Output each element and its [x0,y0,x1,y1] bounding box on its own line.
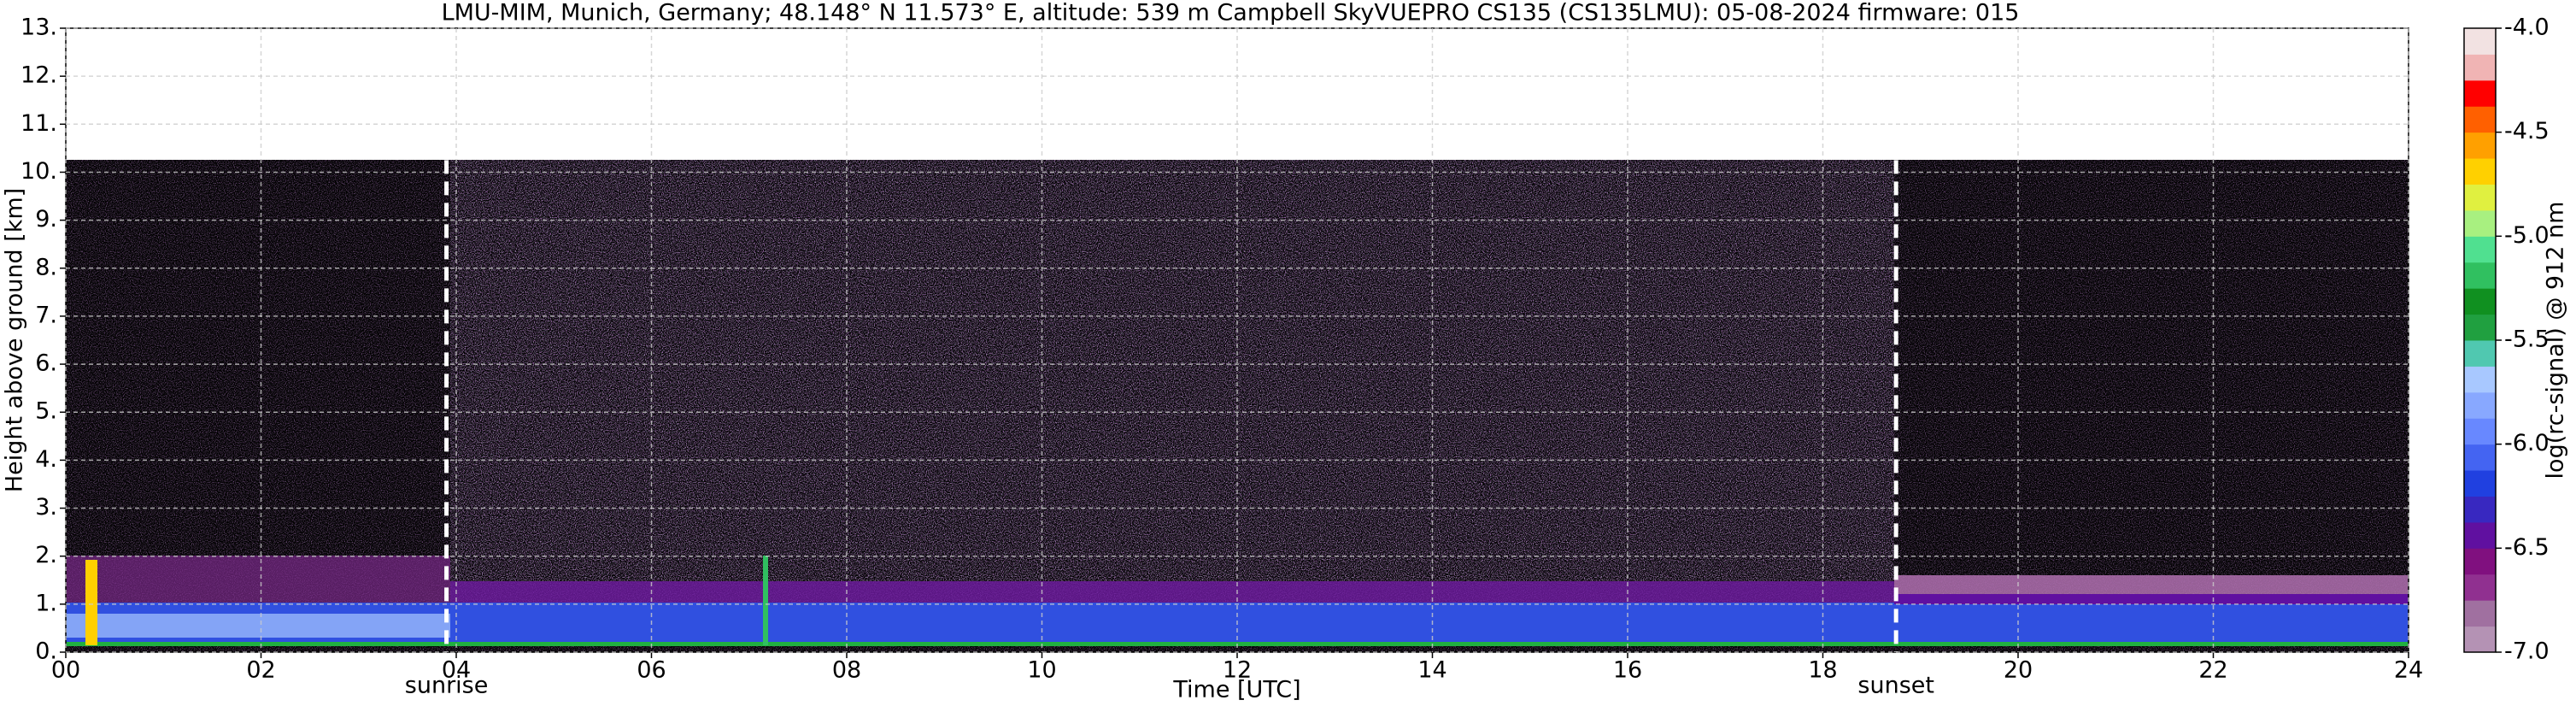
noise-day-bright [450,160,1894,604]
y-tick-label: 12. [21,62,57,89]
y-tick-label: 11. [21,110,57,137]
residual-layer [1894,575,2409,594]
precip-streak [85,560,97,645]
y-tick-label: 5. [35,398,57,425]
y-axis-label: Height above ground [km] [2,188,28,492]
colorbar-segment [2464,54,2496,81]
colorbar-segment [2464,521,2496,549]
colorbar-segment [2464,444,2496,471]
colorbar-segment [2464,366,2496,393]
annotation-label: sunrise [405,673,489,699]
x-tick-label: 06 [637,657,666,684]
colorbar-segment [2464,600,2496,627]
x-tick-label: 20 [2004,657,2033,684]
colorbar-segment [2464,262,2496,289]
colorbar-tick-label: -7.0 [2504,638,2550,665]
colorbar-segment [2464,158,2496,185]
y-tick-label: 0. [35,638,57,665]
x-tick-label: 12 [1223,657,1252,684]
colorbar-tick-label: -5.5 [2504,327,2550,353]
x-tick-label: 00 [51,657,80,684]
colorbar-segment [2464,548,2496,575]
x-axis-label: Time [UTC] [1172,677,1300,703]
colorbar-tick-label: -4.5 [2504,118,2550,144]
colorbar-segment [2464,391,2496,419]
x-tick-label: 16 [1613,657,1642,684]
colorbar-segment [2464,340,2496,367]
x-tick-label: 04 [442,657,471,684]
colorbar-segment [2464,209,2496,237]
annotation-label: sunset [1857,673,1934,699]
y-tick-label: 13. [21,15,57,41]
colorbar-segment [2464,288,2496,315]
colorbar-tick-label: -4.0 [2504,15,2550,41]
colorbar-tick-label: -5.0 [2504,222,2550,249]
colorbar-segment [2464,132,2496,159]
colorbar-segment [2464,236,2496,263]
y-tick-label: 8. [35,254,57,280]
colorbar-tick-label: -6.0 [2504,430,2550,456]
boundary-layer-core [66,614,450,638]
colorbar-segment [2464,626,2496,653]
colorbar-segment [2464,496,2496,523]
colorbar-segment [2464,418,2496,445]
y-tick-label: 9. [35,206,57,232]
precip-streak [763,556,768,645]
colorbar-label: log(rc-signal) @ 912 nm [2543,202,2569,479]
colorbar-segment [2464,28,2496,55]
x-tick-label: 10 [1027,657,1056,684]
colorbar-segment [2464,79,2496,107]
y-tick-label: 10. [21,158,57,185]
x-tick-label: 24 [2394,657,2423,684]
y-tick-label: 2. [35,542,57,568]
y-tick-label: 3. [35,494,57,521]
y-tick-label: 1. [35,590,57,616]
aerosol-layer [66,556,450,607]
colorbar-tick-label: -6.5 [2504,534,2550,561]
y-tick-label: 6. [35,350,57,377]
colorbar-segment [2464,184,2496,211]
colorbar-segment [2464,470,2496,497]
chart-title: LMU-MIM, Munich, Germany; 48.148° N 11.5… [442,0,2020,26]
colorbar-segment [2464,314,2496,341]
x-tick-label: 22 [2198,657,2227,684]
x-tick-label: 14 [1417,657,1446,684]
y-tick-label: 7. [35,302,57,328]
x-tick-label: 02 [246,657,275,684]
y-tick-label: 4. [35,446,57,473]
colorbar-segment [2464,106,2496,133]
x-tick-label: 08 [832,657,861,684]
x-tick-label: 18 [1808,657,1837,684]
colorbar-segment [2464,574,2496,601]
residual-layer [1894,594,2409,604]
